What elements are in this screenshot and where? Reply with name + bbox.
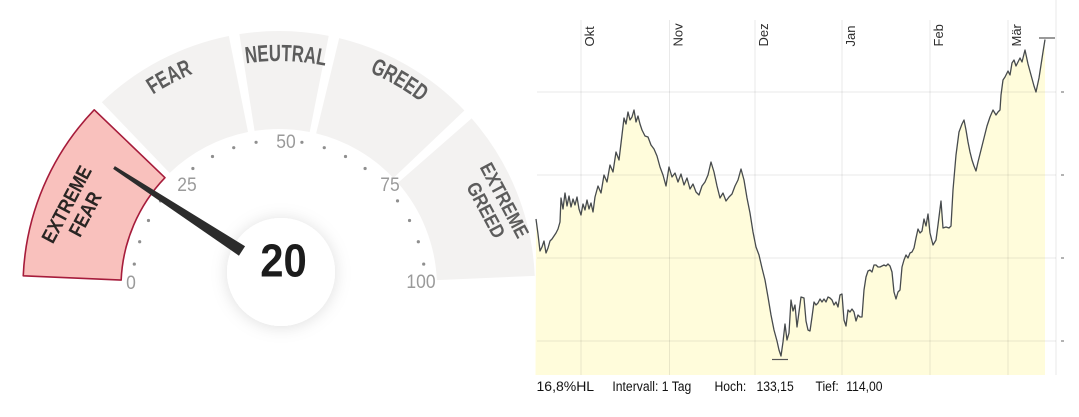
- svg-text:Intervall: 1 Tag: Intervall: 1 Tag: [612, 378, 691, 394]
- svg-text:0: 0: [126, 271, 136, 293]
- svg-text:R: R: [291, 42, 305, 68]
- svg-text:75: 75: [380, 173, 399, 195]
- svg-text:Hoch:: Hoch:: [715, 378, 747, 394]
- svg-text:Tief:: Tief:: [816, 378, 839, 394]
- svg-text:N: N: [244, 42, 259, 69]
- svg-text:16,8%HL: 16,8%HL: [537, 378, 595, 394]
- svg-text:Jan: Jan: [843, 26, 858, 47]
- svg-text:A: A: [303, 43, 319, 70]
- svg-text:Dez: Dez: [756, 23, 771, 46]
- svg-text:100: 100: [406, 270, 435, 292]
- svg-text:25: 25: [177, 173, 196, 195]
- svg-text:Mär: Mär: [1009, 23, 1024, 46]
- svg-text:133,15: 133,15: [757, 378, 794, 394]
- svg-text:T: T: [281, 41, 292, 67]
- svg-text:Feb: Feb: [931, 24, 946, 46]
- svg-text:E: E: [257, 42, 270, 68]
- svg-text:Okt: Okt: [582, 26, 597, 47]
- svg-text:Nov: Nov: [671, 23, 686, 47]
- svg-text:114,00: 114,00: [846, 378, 882, 394]
- svg-text:20: 20: [260, 235, 307, 287]
- svg-text:50: 50: [276, 130, 295, 152]
- svg-text:L: L: [314, 45, 329, 72]
- svg-text:U: U: [269, 41, 281, 67]
